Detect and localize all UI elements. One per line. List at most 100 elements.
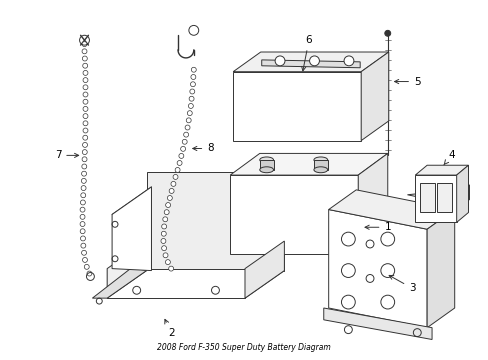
- Circle shape: [84, 264, 89, 269]
- Circle shape: [189, 96, 194, 101]
- Polygon shape: [259, 160, 273, 170]
- Text: 2008 Ford F-350 Super Duty Battery Diagram: 2008 Ford F-350 Super Duty Battery Diagr…: [157, 343, 330, 352]
- Polygon shape: [107, 271, 284, 298]
- Circle shape: [185, 125, 190, 130]
- Polygon shape: [107, 241, 146, 298]
- Circle shape: [183, 132, 188, 137]
- Circle shape: [83, 78, 88, 82]
- Circle shape: [186, 118, 191, 123]
- Polygon shape: [323, 308, 431, 339]
- Circle shape: [163, 217, 167, 222]
- Circle shape: [80, 207, 85, 212]
- Circle shape: [83, 107, 88, 111]
- Circle shape: [83, 114, 88, 118]
- Circle shape: [344, 56, 353, 66]
- Circle shape: [83, 71, 88, 75]
- Circle shape: [175, 167, 180, 172]
- Circle shape: [187, 111, 192, 116]
- Circle shape: [80, 200, 85, 205]
- Circle shape: [162, 224, 166, 229]
- Polygon shape: [233, 52, 388, 72]
- Circle shape: [81, 171, 86, 176]
- Polygon shape: [230, 153, 387, 175]
- Circle shape: [182, 139, 187, 144]
- Bar: [419, 183, 434, 212]
- Circle shape: [165, 260, 170, 265]
- Circle shape: [81, 250, 86, 255]
- Circle shape: [179, 153, 183, 158]
- Circle shape: [82, 257, 87, 262]
- Circle shape: [169, 189, 174, 193]
- Circle shape: [173, 175, 178, 179]
- Text: 5: 5: [394, 77, 420, 86]
- Polygon shape: [244, 241, 284, 298]
- Circle shape: [168, 266, 173, 271]
- Polygon shape: [414, 175, 456, 222]
- Circle shape: [161, 239, 165, 243]
- Text: 8: 8: [192, 144, 213, 153]
- Circle shape: [164, 210, 169, 215]
- Ellipse shape: [259, 167, 273, 173]
- Circle shape: [82, 143, 87, 147]
- Text: 6: 6: [301, 35, 312, 71]
- Circle shape: [161, 231, 166, 236]
- Circle shape: [82, 49, 87, 54]
- Polygon shape: [407, 185, 468, 204]
- Circle shape: [83, 92, 88, 97]
- Polygon shape: [361, 52, 388, 141]
- Circle shape: [190, 75, 195, 80]
- Circle shape: [82, 150, 87, 154]
- Circle shape: [83, 85, 88, 90]
- Circle shape: [82, 157, 87, 162]
- Text: 7: 7: [55, 150, 79, 161]
- Text: 4: 4: [443, 150, 454, 165]
- Polygon shape: [328, 210, 426, 328]
- Circle shape: [275, 56, 285, 66]
- Circle shape: [180, 147, 185, 151]
- Polygon shape: [107, 269, 244, 298]
- Polygon shape: [313, 160, 327, 170]
- Text: 1: 1: [365, 222, 390, 232]
- Circle shape: [165, 203, 170, 207]
- Circle shape: [80, 215, 85, 219]
- Polygon shape: [146, 172, 284, 271]
- Circle shape: [167, 195, 172, 201]
- Polygon shape: [92, 267, 146, 298]
- Circle shape: [177, 161, 182, 166]
- Circle shape: [81, 236, 85, 241]
- Circle shape: [81, 193, 85, 198]
- Circle shape: [162, 246, 166, 251]
- Polygon shape: [233, 72, 361, 141]
- Bar: [436, 183, 451, 212]
- Circle shape: [82, 135, 87, 140]
- Circle shape: [82, 42, 87, 46]
- Circle shape: [83, 99, 88, 104]
- Polygon shape: [230, 175, 358, 254]
- Polygon shape: [456, 165, 468, 222]
- Circle shape: [81, 243, 86, 248]
- Circle shape: [190, 82, 195, 87]
- Circle shape: [189, 89, 194, 94]
- Circle shape: [82, 63, 87, 68]
- Polygon shape: [426, 210, 454, 328]
- Polygon shape: [261, 60, 360, 68]
- Circle shape: [163, 253, 168, 258]
- Polygon shape: [358, 153, 387, 254]
- Text: 2: 2: [164, 319, 174, 338]
- Circle shape: [82, 56, 87, 61]
- Circle shape: [83, 128, 88, 133]
- Ellipse shape: [313, 167, 327, 173]
- Circle shape: [80, 222, 85, 226]
- Text: 3: 3: [388, 275, 415, 293]
- Circle shape: [81, 179, 86, 183]
- Circle shape: [188, 103, 193, 108]
- Circle shape: [384, 30, 390, 36]
- Ellipse shape: [259, 157, 273, 163]
- Circle shape: [171, 181, 176, 186]
- Circle shape: [81, 164, 86, 169]
- Circle shape: [80, 229, 85, 234]
- Circle shape: [81, 186, 86, 190]
- Polygon shape: [328, 190, 454, 229]
- Circle shape: [191, 67, 196, 72]
- Ellipse shape: [313, 157, 327, 163]
